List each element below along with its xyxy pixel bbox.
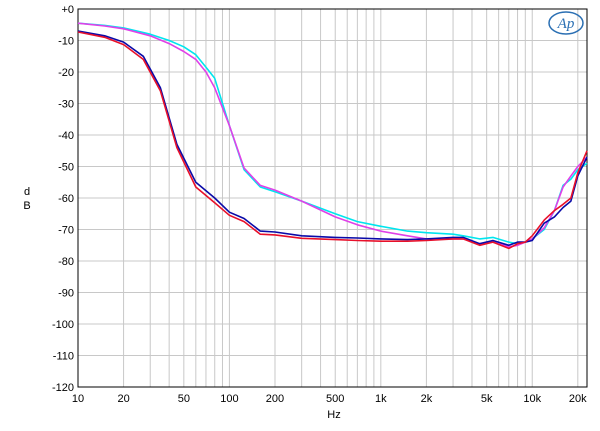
x-tick-label: 5k xyxy=(481,393,493,405)
ap-logo-ring-icon xyxy=(548,11,584,35)
y-tick-label: -120 xyxy=(52,382,74,394)
y-axis-title-char-2: B xyxy=(23,200,30,212)
x-tick-label: 20 xyxy=(117,393,129,405)
y-tick-label: -100 xyxy=(52,319,74,331)
ap-logo: Ap xyxy=(548,11,584,35)
y-tick-label: -30 xyxy=(58,99,74,111)
series-layer xyxy=(77,22,588,250)
x-tick-label: 500 xyxy=(326,393,344,405)
x-tick-label: 10k xyxy=(523,393,541,405)
x-tick-label: 200 xyxy=(266,393,284,405)
series-line-3 xyxy=(77,30,588,247)
y-axis-title-char-1: d xyxy=(24,186,30,198)
series-line-2 xyxy=(77,22,588,248)
y-tick-label: -70 xyxy=(58,225,74,237)
y-tick-label: -80 xyxy=(58,256,74,268)
y-tick-label: -10 xyxy=(58,36,74,48)
plot-frame xyxy=(77,8,588,388)
x-tick-label: 1k xyxy=(375,393,387,405)
x-tick-label: 20k xyxy=(569,393,587,405)
y-tick-label: -50 xyxy=(58,162,74,174)
x-tick-label: 2k xyxy=(421,393,433,405)
y-tick-label: -90 xyxy=(58,288,74,300)
y-tick-label: -110 xyxy=(53,351,74,363)
y-tick-label: -20 xyxy=(58,67,74,79)
y-tick-label: -40 xyxy=(58,130,74,142)
x-axis-title: Hz xyxy=(327,409,340,421)
x-tick-labels: 10 20 50 100 200 500 1k 2k 5k 10k 20k xyxy=(72,393,587,405)
y-tick-labels: +0 -10 -20 -30 -40 -50 -60 -70 -80 -90 -100 -110 -12… xyxy=(52,4,74,394)
x-tick-label: 10 xyxy=(72,393,84,405)
x-tick-label: 100 xyxy=(220,393,238,405)
series-line-4 xyxy=(77,31,588,250)
ap-logo-text: Ap xyxy=(557,16,575,32)
y-tick-label: -60 xyxy=(58,193,74,205)
y-tick-label: +0 xyxy=(61,4,74,16)
x-tick-label: 50 xyxy=(178,393,190,405)
